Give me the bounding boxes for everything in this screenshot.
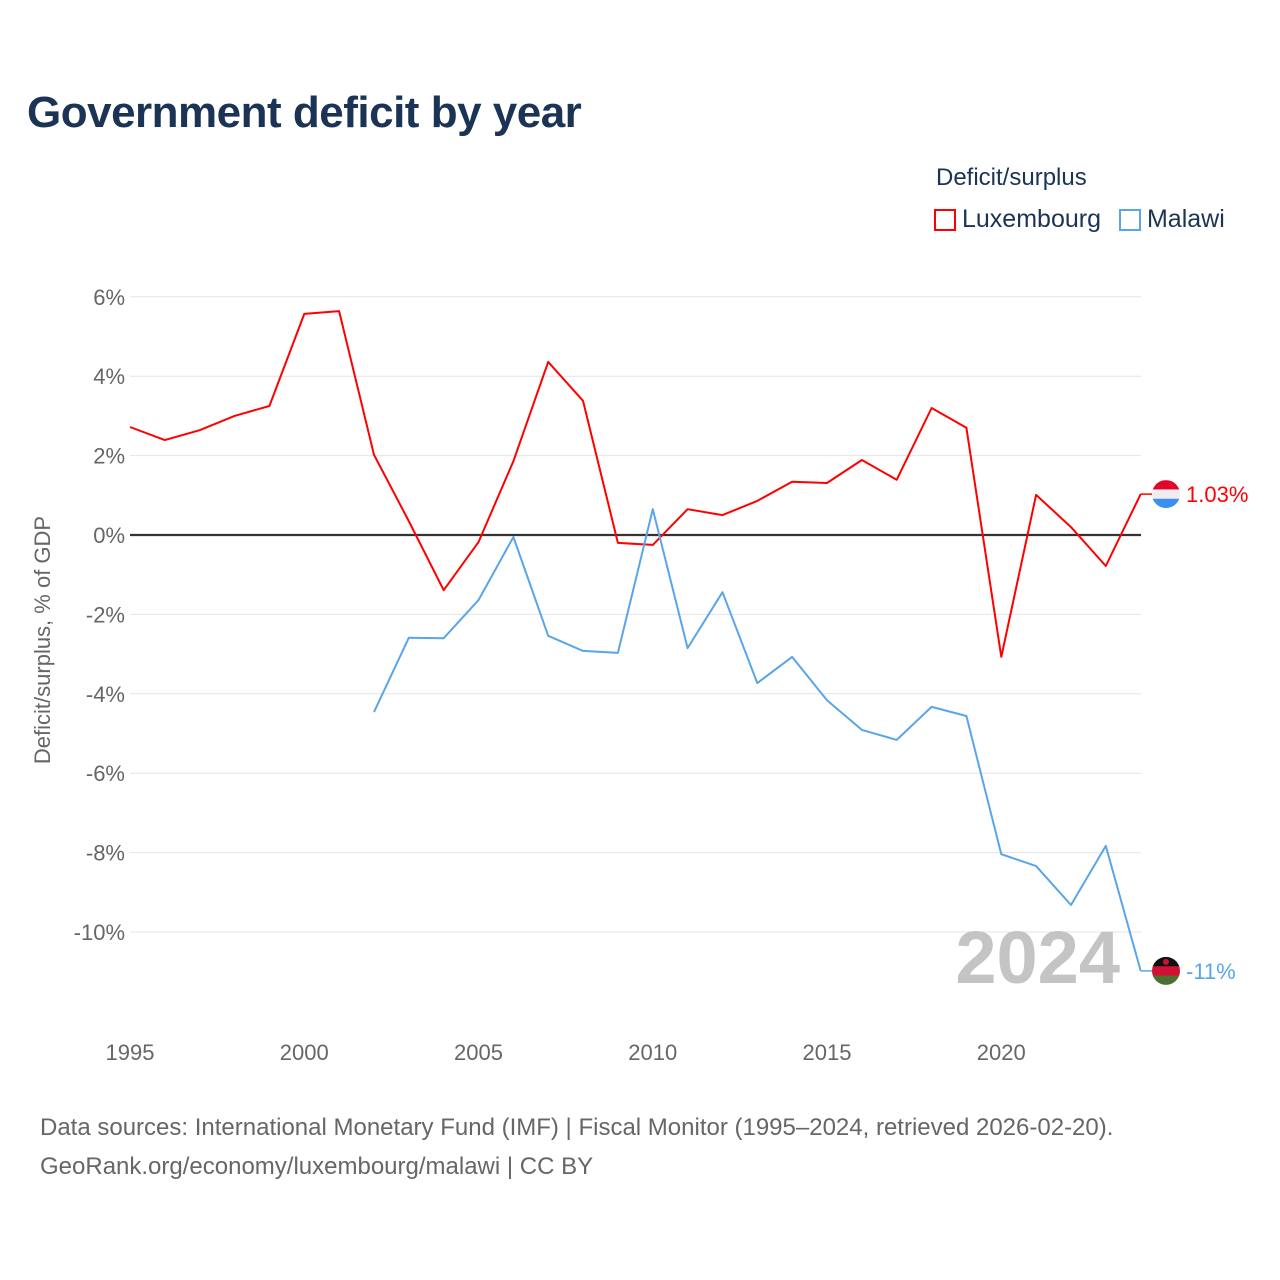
end-label-malawi: -11% xyxy=(1186,959,1236,984)
year-watermark: 2024 xyxy=(955,916,1120,999)
y-axis-label: Deficit/surplus, % of GDP xyxy=(30,516,55,764)
legend-swatch-malawi xyxy=(1118,208,1141,231)
y-tick-label: 6% xyxy=(93,285,125,310)
footer: Data sources: International Monetary Fun… xyxy=(40,1108,1113,1186)
footer-link[interactable]: GeoRank.org/economy/luxembourg/malawi | … xyxy=(40,1153,594,1180)
x-tick-label: 2015 xyxy=(803,1040,852,1065)
y-tick-label: 0% xyxy=(93,523,125,548)
footer-sources: Data sources: International Monetary Fun… xyxy=(40,1114,1114,1141)
y-tick-label: 4% xyxy=(93,364,125,389)
flag-stripe xyxy=(1152,489,1180,500)
x-tick-label: 2020 xyxy=(977,1040,1026,1065)
series-line-malawi xyxy=(373,508,1142,972)
legend-title: Deficit/surplus xyxy=(936,164,1087,191)
legend-label-luxembourg: Luxembourg xyxy=(962,205,1101,233)
legend: Luxembourg Malawi xyxy=(934,205,1225,234)
chart-title: Government deficit by year xyxy=(27,88,582,137)
x-tick-label: 2010 xyxy=(628,1040,677,1065)
flag-stripe xyxy=(1152,498,1180,509)
y-tick-label: 2% xyxy=(93,444,125,469)
x-tick-label: 2005 xyxy=(454,1040,503,1065)
y-tick-label: -10% xyxy=(74,920,125,945)
flag-stripe xyxy=(1152,480,1180,490)
flag-luxembourg-icon xyxy=(1152,480,1180,509)
flag-sun xyxy=(1163,958,1169,965)
flag-stripe xyxy=(1152,975,1180,985)
y-tick-label: -4% xyxy=(86,682,125,707)
y-tick-label: -2% xyxy=(86,602,125,627)
legend-item-luxembourg[interactable]: Luxembourg xyxy=(934,205,1101,234)
y-tick-label: -6% xyxy=(86,761,125,786)
legend-label-malawi: Malawi xyxy=(1146,205,1225,233)
x-tick-label: 2000 xyxy=(280,1040,329,1065)
legend-swatch-luxembourg xyxy=(934,208,956,231)
legend-item-malawi[interactable]: Malawi xyxy=(1118,205,1225,234)
end-label-luxembourg: 1.03% xyxy=(1186,482,1248,507)
y-tick-label: -8% xyxy=(86,841,125,866)
series-line-luxembourg xyxy=(129,310,1142,658)
flag-stripe xyxy=(1152,966,1180,977)
flag-malawi-icon xyxy=(1152,956,1180,985)
x-tick-label: 1995 xyxy=(106,1040,155,1065)
